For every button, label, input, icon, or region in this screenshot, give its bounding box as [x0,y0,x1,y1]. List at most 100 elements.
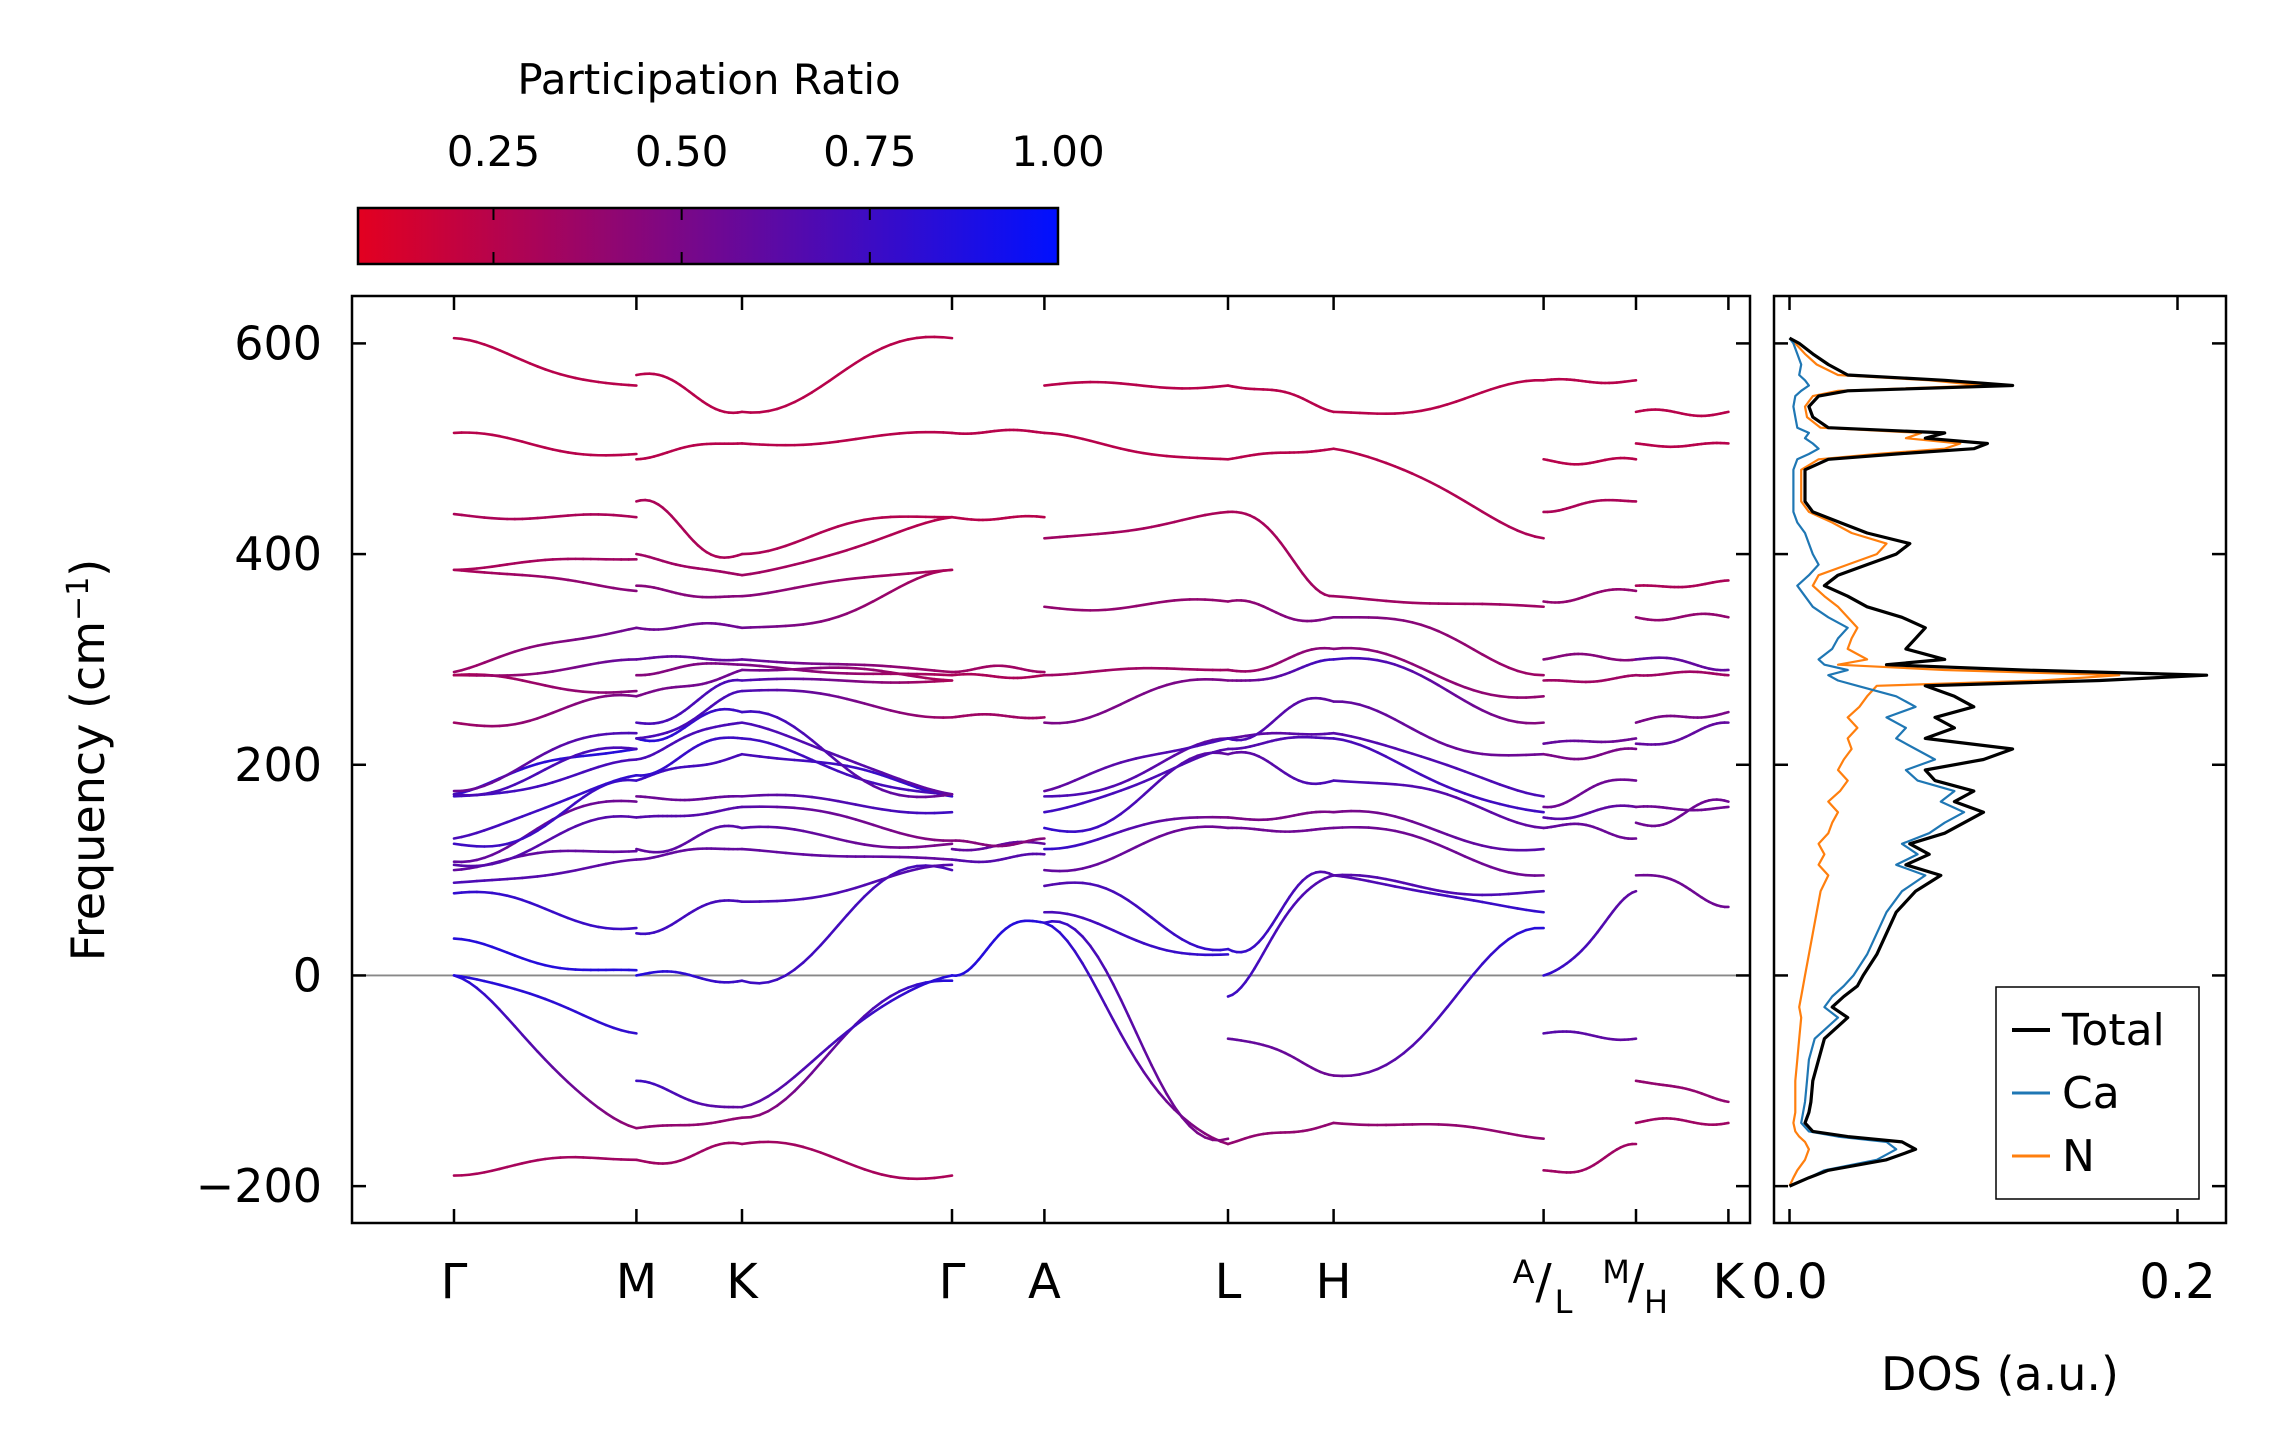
band-line-segment [1050,785,1061,791]
band-line-segment [1111,789,1123,795]
band-line-segment [801,690,814,694]
band-line-segment [880,994,893,1004]
band-line-segment [828,373,840,383]
band-line-segment [1376,876,1388,881]
band-line-segment [581,697,593,703]
band-line-segment [1507,381,1519,386]
band-line-segment [933,669,945,673]
band-line-segment [581,768,593,774]
band-line-segment [1367,706,1379,713]
band-line-segment [845,904,858,917]
band-line-segment [889,829,901,835]
dos-curve-total [1788,336,2209,1188]
band-line [1542,498,1638,514]
band-line-segment [933,979,945,983]
band-line-segment [1275,922,1283,932]
band-line-segment [1253,959,1261,970]
band-line-segment [1134,842,1146,849]
band-line-segment [810,1148,823,1154]
band-line-segment [801,732,814,742]
band-line-segment [597,782,608,789]
band-line-segment [1489,385,1502,391]
band-line [1634,1079,1730,1104]
band-line-segment [863,540,875,546]
band-line-segment [845,697,858,703]
band-line-segment [1489,657,1502,665]
band-line [635,372,744,415]
band-y-axis-label: Frequency (cm−1) [61,559,115,962]
band-line-segment [775,588,788,593]
band-line [1542,588,1638,604]
band-line-segment [775,730,788,737]
band-line [1332,700,1545,757]
band-line-segment [536,994,547,1001]
band-line-segment [1073,435,1084,441]
band-line-segment [483,658,494,664]
band-line-segment [467,831,479,837]
band-line-segment [1341,733,1353,738]
band-line-segment [1173,750,1184,757]
band-line [1226,384,1335,414]
band-line-segment [1507,932,1519,941]
band-line-segment [1111,761,1123,767]
band-line-segment [1127,783,1138,790]
band-line-segment [828,525,840,531]
band-line-segment [784,968,796,977]
band-line-segment [836,813,849,819]
band-line-segment [1089,975,1100,993]
band-line-segment [793,961,805,971]
band-line-segment [889,809,901,813]
band-line-segment [863,779,875,788]
band-line-segment [1358,1070,1370,1076]
band-line-segment [1104,968,1115,986]
band-line-segment [528,362,539,368]
band-line-segment [1489,944,1502,956]
band-line-segment [536,824,547,832]
band-line-segment [1419,773,1432,781]
dos-curve-ca [1788,337,1966,1188]
band-line-segment [1428,480,1440,488]
band-line-segment [475,940,486,946]
band-line-segment [528,829,539,837]
band-line [1043,881,1230,952]
band-line-segment [1134,1031,1146,1051]
band-line-segment [898,793,910,798]
band-line-segment [498,1165,509,1171]
band-line [635,794,744,802]
band-line-segment [498,773,509,781]
band-line-segment [627,799,638,803]
band-line [452,774,638,840]
band-line-segment [1073,801,1084,807]
band-line [740,979,954,1119]
band-line-segment [1524,532,1537,538]
band-line [1542,652,1638,662]
band-line-segment [1349,596,1362,600]
band-line-segment [1481,844,1493,849]
band-line [1542,377,1638,385]
band-line [950,664,1046,674]
band-line [452,746,638,797]
band-line-segment [898,831,910,837]
band-line-segment [749,754,761,758]
band-line-segment [906,571,919,575]
band-line [1043,677,1230,725]
band-line-segment [589,696,600,701]
band-line-segment [924,864,936,869]
band-ytick-label: 0 [293,948,322,1002]
band-line-segment [1446,994,1458,1009]
band-line-segment [1180,746,1192,751]
band-line-segment [819,934,831,947]
band-line-segment [740,710,753,714]
band-line-segment [889,573,901,577]
band-line-segment [627,515,638,519]
band-line-segment [915,786,928,792]
band-line-segment [1481,510,1493,519]
band-line-segment [1524,604,1537,608]
band-line-segment [1411,727,1423,735]
band-line-segment [566,916,577,923]
band-line-segment [1196,513,1207,518]
band-line [740,805,954,842]
band-line-segment [1454,397,1467,403]
band-line [1332,594,1545,609]
